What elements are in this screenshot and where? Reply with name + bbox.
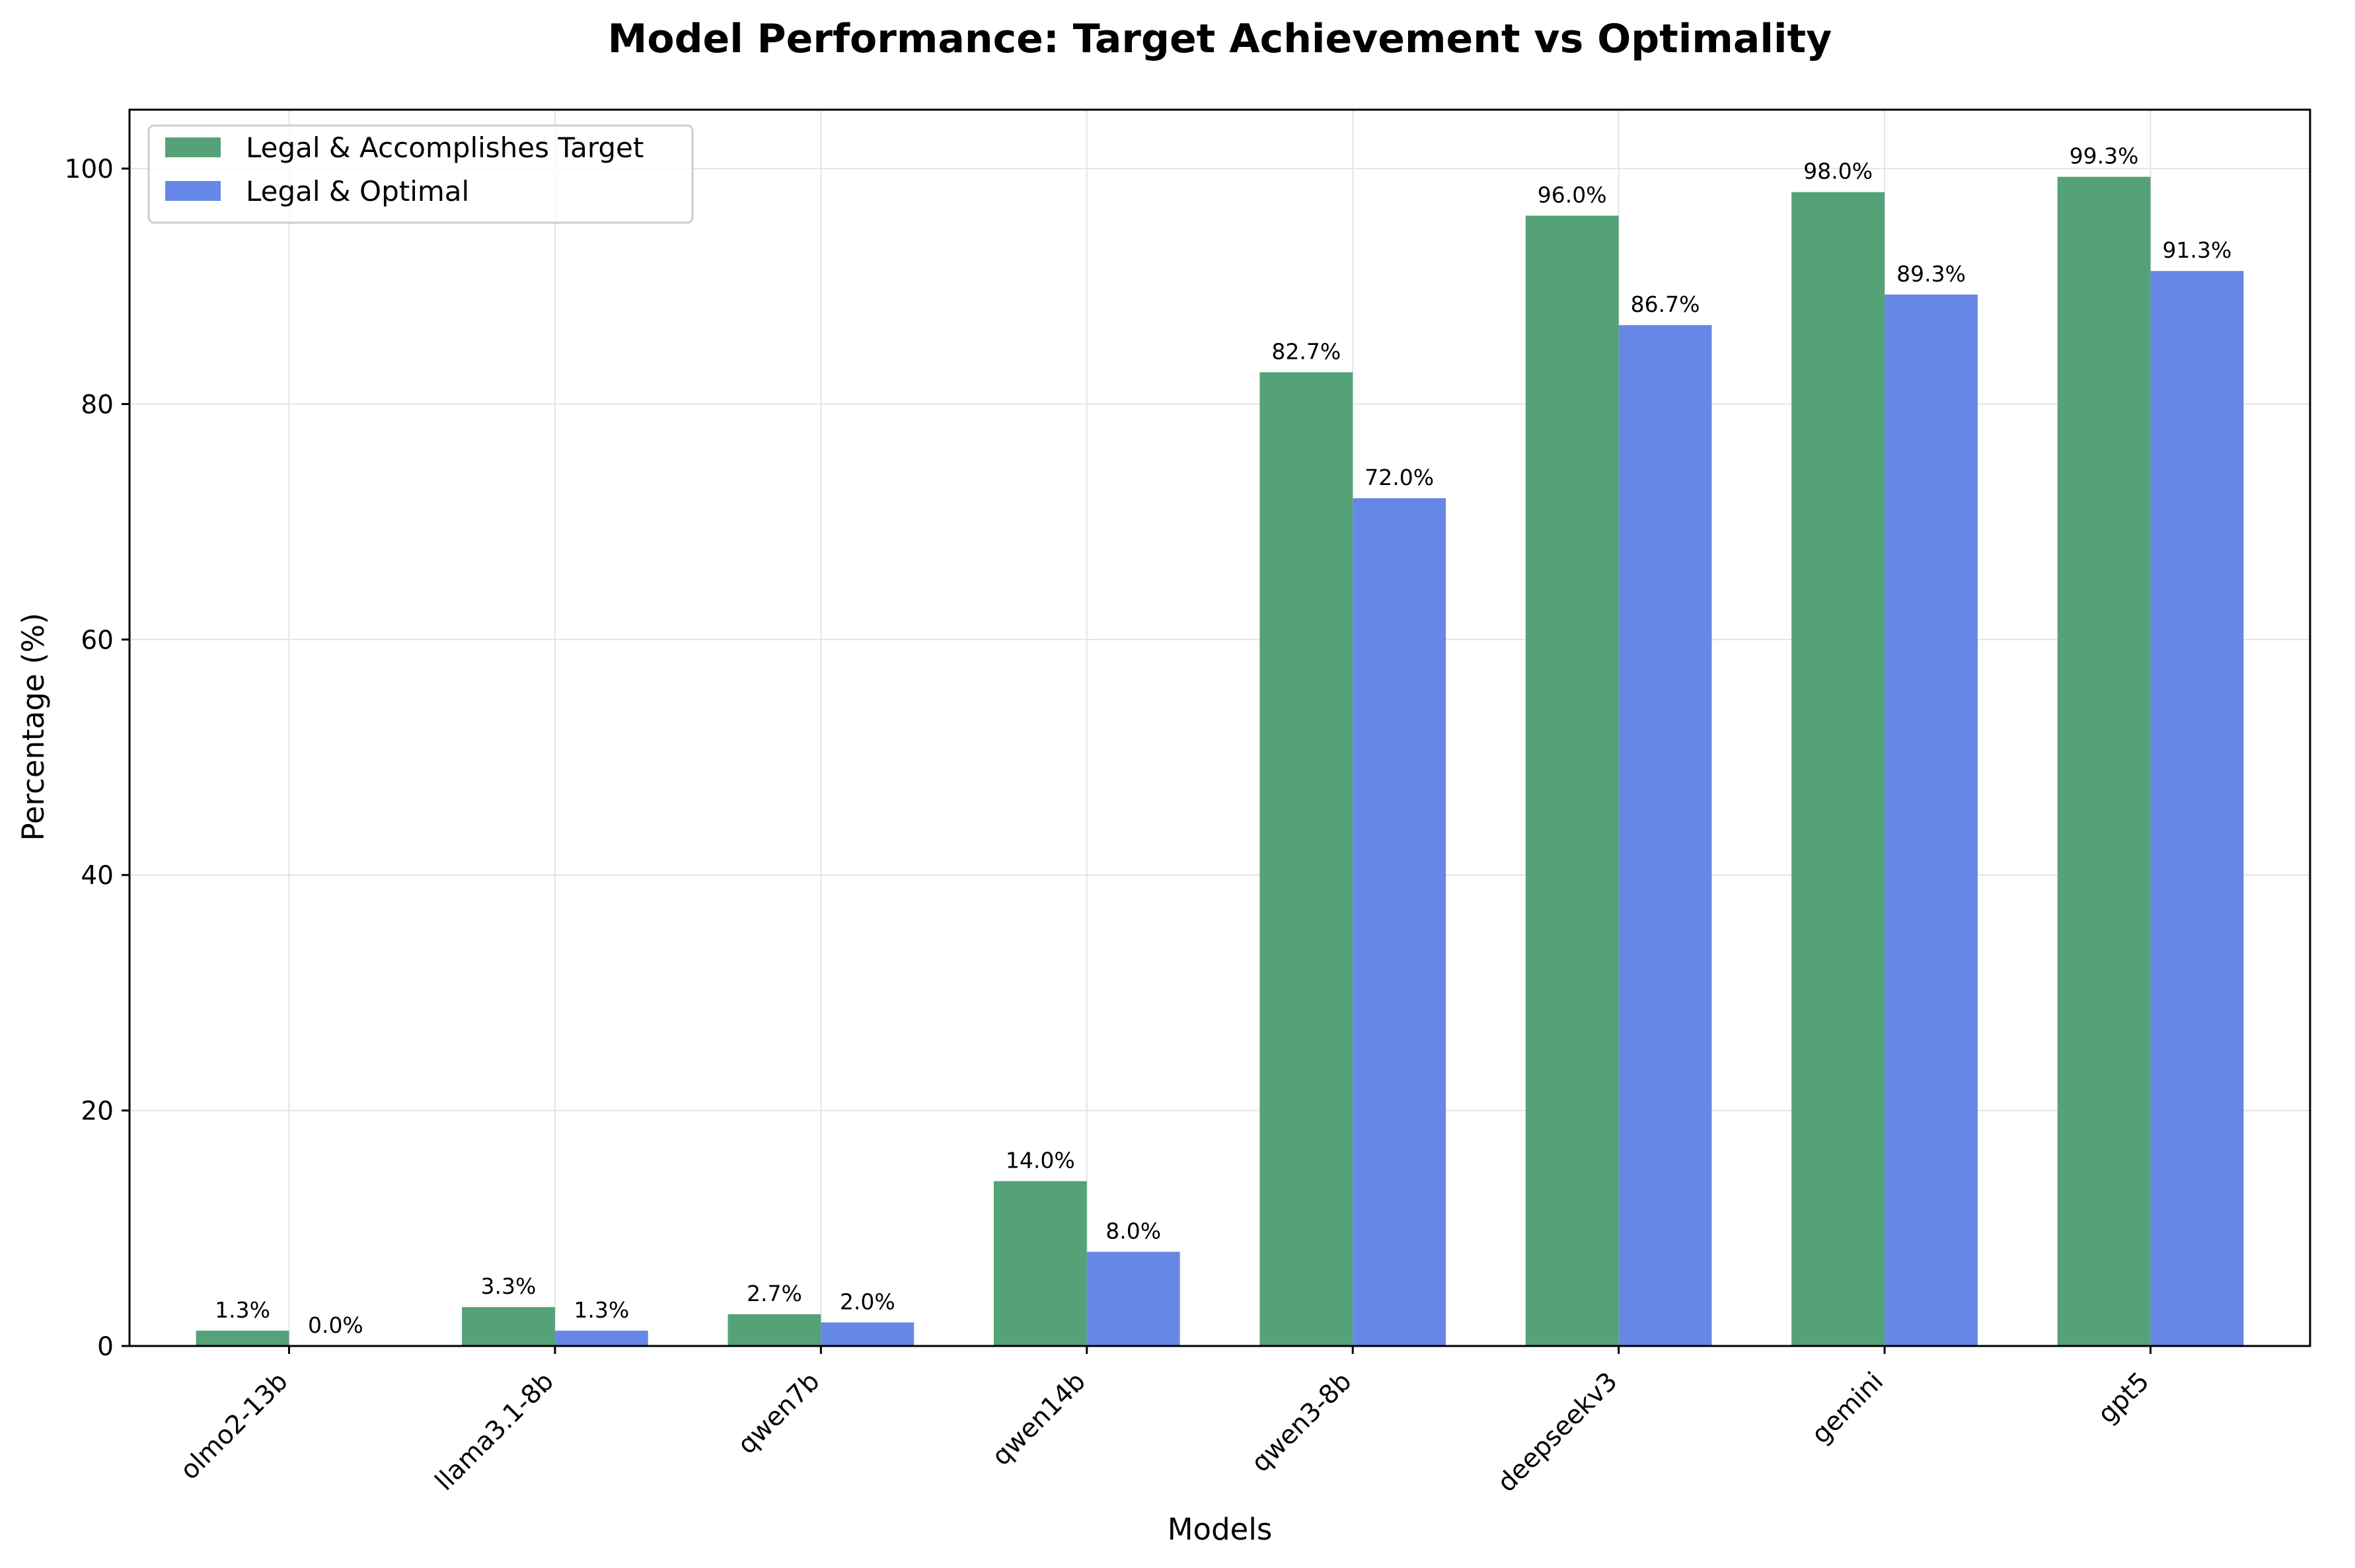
y-tick-label: 40 <box>81 861 114 891</box>
bar-target-qwen14b <box>993 1181 1087 1346</box>
y-axis-ticks: 0 20 40 60 80 100 <box>65 155 130 1362</box>
bar-optimal-qwen3-8b <box>1353 498 1446 1346</box>
plot-area-frame <box>128 108 2311 1347</box>
y-tick-label: 0 <box>97 1332 114 1362</box>
x-tick-label-gemini: gemini <box>1806 1366 1889 1450</box>
x-axis-label: Models <box>1168 1512 1273 1547</box>
data-label-target-llama3.1-8b: 3.3% <box>481 1273 537 1299</box>
legend-frame <box>147 124 694 224</box>
data-label-target-deepseekv3: 96.0% <box>1538 182 1607 207</box>
legend-label-optimal: Legal & Optimal <box>246 175 469 207</box>
legend-label-target: Legal & Accomplishes Target <box>246 131 644 164</box>
bar-optimal-llama3.1-8b <box>554 1330 648 1346</box>
bar-target-olmo2-13b <box>196 1330 289 1346</box>
bar-optimal-qwen7b <box>821 1322 915 1346</box>
x-tick-label-deepseekv3: deepseekv3 <box>1492 1366 1624 1498</box>
data-label-optimal-olmo2-13b: 0.0% <box>308 1312 363 1338</box>
x-axis-ticks: olmo2-13b llama3.1-8b qwen7b qwen14b qwen3-8… <box>174 1346 2155 1498</box>
x-tick-label-qwen14b: qwen14b <box>987 1366 1092 1472</box>
y-axis-label: Percentage (%) <box>16 613 51 840</box>
y-tick-label: 80 <box>81 390 114 420</box>
data-label-target-gemini: 98.0% <box>1803 159 1873 184</box>
data-label-target-qwen7b: 2.7% <box>747 1281 802 1306</box>
grid-lines <box>130 110 2310 1347</box>
data-label-optimal-qwen7b: 2.0% <box>840 1288 895 1314</box>
data-label-target-qwen3-8b: 82.7% <box>1271 338 1341 364</box>
bars <box>196 176 2244 1346</box>
x-tick-label-qwen7b: qwen7b <box>732 1366 825 1460</box>
bar-target-llama3.1-8b <box>462 1307 555 1346</box>
bar-target-gemini <box>1791 192 1885 1346</box>
data-label-optimal-qwen3-8b: 72.0% <box>1364 465 1434 490</box>
x-tick-label-gpt5: gpt5 <box>2092 1366 2155 1429</box>
data-label-optimal-gemini: 89.3% <box>1896 261 1966 287</box>
x-tick-label-olmo2-13b: olmo2-13b <box>174 1366 293 1485</box>
bar-optimal-deepseekv3 <box>1618 325 1712 1346</box>
data-label-optimal-gpt5: 91.3% <box>2163 237 2232 263</box>
bar-target-qwen7b <box>728 1314 821 1346</box>
y-tick-label: 20 <box>81 1097 114 1127</box>
data-label-optimal-qwen14b: 8.0% <box>1105 1218 1161 1244</box>
y-tick-label: 60 <box>81 626 114 655</box>
chart-title: Model Performance: Target Achievement vs… <box>608 16 1832 62</box>
x-tick-label-llama3.1-8b: llama3.1-8b <box>430 1366 560 1497</box>
bar-optimal-qwen14b <box>1086 1251 1180 1346</box>
bar-target-gpt5 <box>2057 176 2151 1346</box>
x-tick-label-qwen3-8b: qwen3-8b <box>1246 1366 1357 1478</box>
bar-optimal-gemini <box>1885 294 1978 1346</box>
data-label-optimal-deepseekv3: 86.7% <box>1631 291 1700 317</box>
bar-optimal-gpt5 <box>2150 271 2244 1346</box>
data-label-target-qwen14b: 14.0% <box>1006 1148 1075 1174</box>
bar-target-qwen3-8b <box>1259 372 1353 1346</box>
legend: Legal & Accomplishes Target Legal & Opti… <box>147 124 694 224</box>
legend-swatch-optimal <box>165 181 221 201</box>
data-labels: 1.3% 3.3% 2.7% 14.0% 82.7% 96.0% 98.0% 99.3% 0.0… <box>215 143 2231 1338</box>
bar-target-deepseekv3 <box>1525 215 1619 1346</box>
legend-swatch-target <box>165 137 221 157</box>
y-tick-label: 100 <box>65 155 114 184</box>
data-label-target-olmo2-13b: 1.3% <box>215 1297 270 1323</box>
data-label-optimal-llama3.1-8b: 1.3% <box>574 1297 629 1323</box>
data-label-target-gpt5: 99.3% <box>2070 143 2139 169</box>
